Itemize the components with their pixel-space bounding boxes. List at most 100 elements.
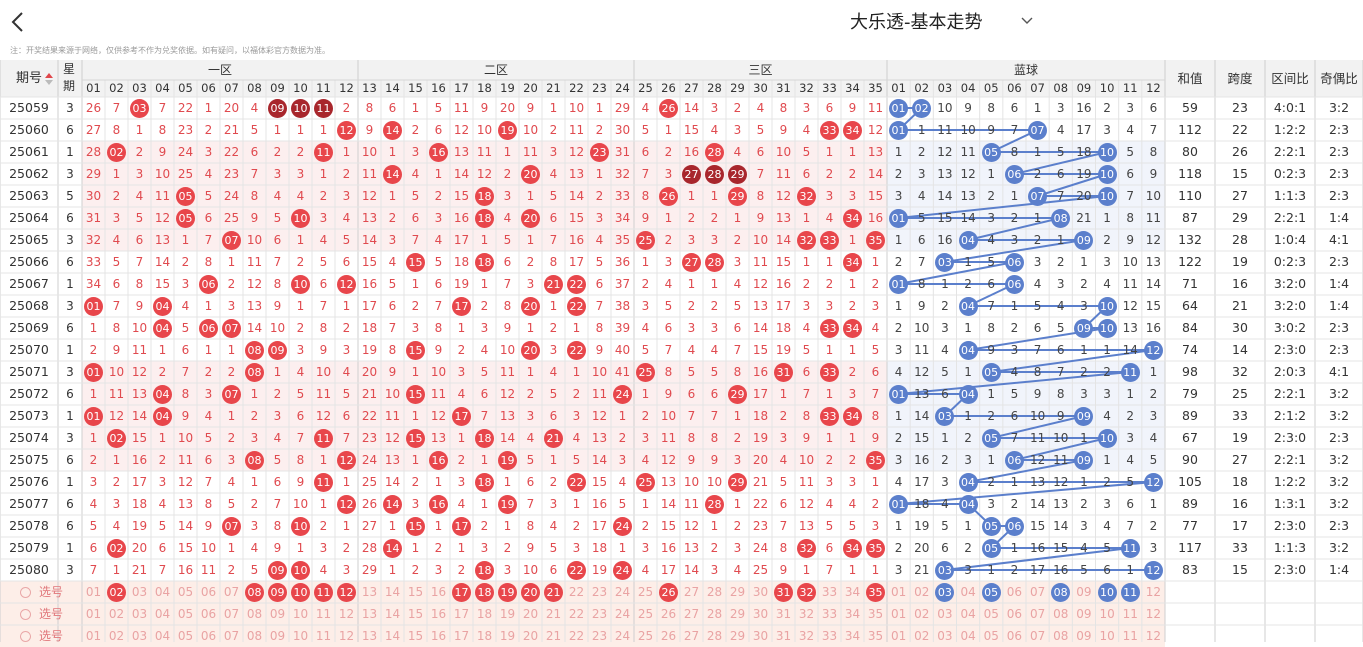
select-number[interactable]: 13: [361, 585, 378, 599]
select-number[interactable]: 04: [154, 607, 171, 621]
select-number[interactable]: 01: [890, 607, 907, 621]
select-number[interactable]: 25: [637, 629, 654, 643]
select-number[interactable]: 16: [430, 629, 447, 643]
select-number[interactable]: 03: [131, 585, 148, 599]
select-number[interactable]: 29: [729, 607, 746, 621]
select-number[interactable]: 11: [315, 629, 332, 643]
select-number[interactable]: 05: [177, 585, 194, 599]
select-number[interactable]: 06: [200, 629, 217, 643]
select-number[interactable]: 34: [844, 629, 861, 643]
select-number[interactable]: 04: [154, 585, 171, 599]
select-number[interactable]: 06: [1006, 607, 1023, 621]
picked-ball[interactable]: 02: [107, 582, 126, 602]
picked-ball[interactable]: 08: [245, 582, 264, 602]
select-number[interactable]: 10: [292, 607, 309, 621]
select-number[interactable]: 13: [361, 629, 378, 643]
select-number[interactable]: 08: [246, 629, 263, 643]
select-number[interactable]: 05: [177, 607, 194, 621]
select-number[interactable]: 29: [729, 585, 746, 599]
select-number[interactable]: 07: [223, 585, 240, 599]
select-number[interactable]: 11: [1122, 607, 1138, 621]
picked-ball[interactable]: 08: [1051, 582, 1071, 602]
select-number[interactable]: 03: [937, 629, 953, 643]
select-number[interactable]: 29: [729, 629, 746, 643]
select-number[interactable]: 09: [1076, 629, 1092, 643]
select-number[interactable]: 23: [591, 585, 608, 599]
select-number[interactable]: 01: [85, 629, 102, 643]
select-number[interactable]: 01: [890, 629, 907, 643]
select-number[interactable]: 04: [960, 629, 976, 643]
select-number[interactable]: 08: [1053, 607, 1069, 621]
select-number[interactable]: 08: [1053, 629, 1069, 643]
select-number[interactable]: 09: [1076, 585, 1092, 599]
select-number[interactable]: 26: [660, 629, 677, 643]
select-number[interactable]: 15: [407, 629, 424, 643]
back-button[interactable]: [8, 10, 28, 34]
select-number[interactable]: 33: [821, 607, 838, 621]
select-number[interactable]: 07: [1029, 585, 1046, 599]
select-number[interactable]: 22: [568, 629, 585, 643]
select-number[interactable]: 22: [568, 585, 585, 599]
select-number[interactable]: 35: [867, 607, 884, 621]
picked-ball[interactable]: 11: [1120, 582, 1140, 602]
title-dropdown[interactable]: [1020, 15, 1034, 27]
select-number[interactable]: 25: [637, 607, 654, 621]
picked-ball[interactable]: 20: [521, 582, 540, 602]
select-number[interactable]: 18: [476, 629, 493, 643]
select-number[interactable]: 21: [545, 607, 562, 621]
select-number[interactable]: 11: [1122, 629, 1138, 643]
select-number[interactable]: 23: [591, 629, 608, 643]
select-number[interactable]: 25: [637, 585, 654, 599]
select-number[interactable]: 22: [568, 607, 585, 621]
select-number[interactable]: 20: [522, 629, 539, 643]
select-number[interactable]: 26: [660, 607, 677, 621]
select-number[interactable]: 17: [453, 607, 470, 621]
select-number[interactable]: 14: [384, 629, 401, 643]
select-number[interactable]: 12: [1145, 629, 1162, 643]
select-number[interactable]: 01: [85, 585, 102, 599]
select-number[interactable]: 24: [614, 585, 631, 599]
select-number[interactable]: 30: [752, 607, 769, 621]
select-number[interactable]: 02: [914, 629, 930, 643]
select-number[interactable]: 16: [430, 607, 447, 621]
select-number[interactable]: 30: [752, 629, 769, 643]
select-number[interactable]: 35: [867, 629, 884, 643]
select-number[interactable]: 11: [315, 607, 332, 621]
select-label[interactable]: 选号: [38, 629, 63, 643]
select-number[interactable]: 15: [407, 607, 424, 621]
picked-ball[interactable]: 21: [544, 582, 563, 602]
select-number[interactable]: 24: [614, 607, 631, 621]
select-number[interactable]: 04: [960, 607, 976, 621]
select-number[interactable]: 21: [545, 629, 562, 643]
select-number[interactable]: 19: [499, 629, 516, 643]
select-number[interactable]: 02: [108, 629, 125, 643]
select-number[interactable]: 07: [223, 629, 240, 643]
select-label[interactable]: 选号: [38, 585, 63, 599]
picked-ball[interactable]: 32: [797, 582, 816, 602]
picked-ball[interactable]: 03: [935, 582, 955, 602]
picked-ball[interactable]: 10: [291, 582, 310, 602]
select-number[interactable]: 13: [361, 607, 378, 621]
select-number[interactable]: 34: [844, 607, 861, 621]
page-title[interactable]: 大乐透-基本走势: [850, 12, 983, 33]
select-number[interactable]: 01: [85, 607, 102, 621]
select-number[interactable]: 27: [683, 607, 700, 621]
select-number[interactable]: 28: [706, 585, 723, 599]
select-number[interactable]: 10: [292, 629, 309, 643]
select-number[interactable]: 33: [821, 629, 838, 643]
picked-ball[interactable]: 11: [314, 582, 333, 602]
select-number[interactable]: 06: [1006, 629, 1023, 643]
select-number[interactable]: 02: [108, 607, 125, 621]
select-number[interactable]: 24: [614, 629, 631, 643]
select-radio[interactable]: [20, 609, 31, 620]
select-number[interactable]: 05: [983, 629, 999, 643]
picked-ball[interactable]: 10: [1097, 582, 1117, 602]
select-number[interactable]: 08: [246, 607, 263, 621]
select-number[interactable]: 04: [154, 629, 171, 643]
select-label[interactable]: 选号: [38, 607, 63, 621]
select-number[interactable]: 10: [1099, 607, 1115, 621]
select-radio[interactable]: [20, 587, 31, 598]
select-number[interactable]: 32: [798, 607, 815, 621]
select-number[interactable]: 18: [476, 607, 493, 621]
select-number[interactable]: 06: [200, 585, 217, 599]
